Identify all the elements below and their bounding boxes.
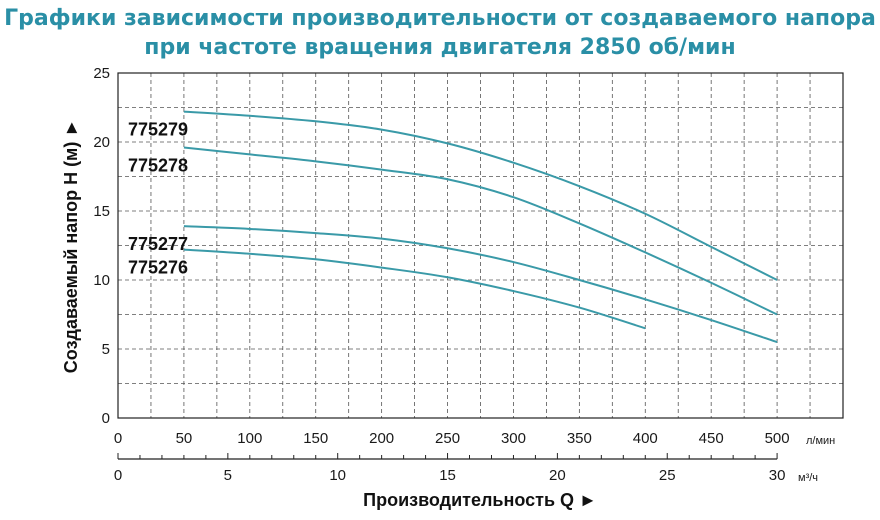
- y-axis-title: Создаваемый напор H (м) ►: [61, 119, 81, 373]
- chart-title: Графики зависимости производительности о…: [0, 4, 880, 62]
- x-secondary-tick-label: 15: [439, 467, 456, 484]
- series-line-775277: [183, 225, 778, 344]
- x-tick-label: 400: [633, 430, 658, 447]
- x-tick-label: 300: [501, 430, 526, 447]
- chart-title-line2: при частоте вращения двигателя 2850 об/м…: [144, 35, 736, 60]
- y-tick-label: 15: [93, 203, 110, 220]
- series-label-775279: 775279: [128, 120, 188, 140]
- plot-frame: [117, 72, 844, 419]
- x-tick-label: 50: [176, 430, 193, 447]
- curves: [183, 110, 778, 344]
- x-secondary-tick-label: 5: [224, 467, 232, 484]
- series-label-775277: 775277: [128, 234, 188, 254]
- chart-title-line1: Графики зависимости производительности о…: [4, 6, 876, 31]
- series-label-775276: 775276: [128, 258, 188, 278]
- x-secondary-tick-label: 0: [114, 467, 122, 484]
- y-tick-label: 10: [93, 272, 110, 289]
- x-tick-label: 100: [237, 430, 262, 447]
- series-line-775278: [183, 146, 778, 316]
- x-tick-label: 450: [699, 430, 724, 447]
- x-axis-title: Производительность Q ►: [363, 490, 597, 510]
- x-secondary-tick-label: 25: [659, 467, 676, 484]
- x-tick-label: 150: [303, 430, 328, 447]
- x-tick-label: 500: [765, 430, 790, 447]
- y-tick-label: 20: [93, 134, 110, 151]
- grid: [117, 72, 844, 419]
- x-secondary-tick-label: 30: [769, 467, 786, 484]
- series-line-775276: [183, 248, 646, 330]
- x-secondary-tick-label: 20: [549, 467, 566, 484]
- y-tick-label: 25: [93, 65, 110, 82]
- x-tick-label: 0: [114, 430, 122, 447]
- x-tick-label: 200: [369, 430, 394, 447]
- series-line-775279: [183, 110, 778, 281]
- y-tick-label: 0: [102, 410, 110, 427]
- y-tick-label: 5: [102, 341, 110, 358]
- series-labels: 775279 775278 775277 775276: [128, 120, 188, 278]
- x-secondary-tick-label: 10: [329, 467, 346, 484]
- x-unit-secondary: м³/ч: [798, 472, 818, 484]
- series-label-775278: 775278: [128, 156, 188, 176]
- x-tick-label: 250: [435, 430, 460, 447]
- x-tick-label: 350: [567, 430, 592, 447]
- x-unit-primary: л/мин: [806, 435, 835, 447]
